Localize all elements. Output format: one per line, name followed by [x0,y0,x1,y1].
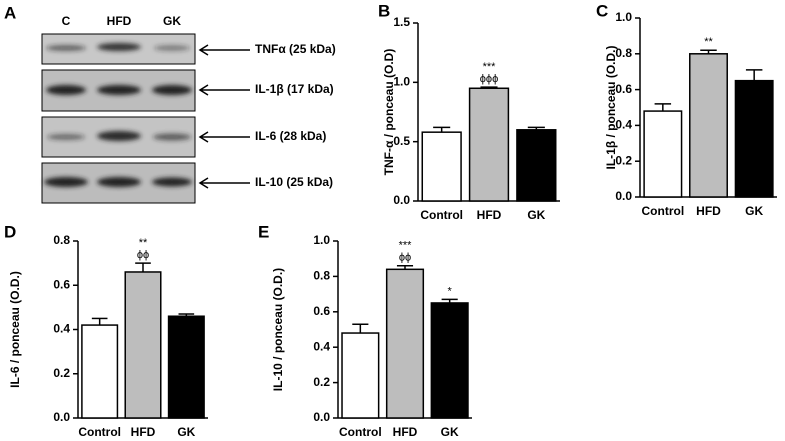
significance-label: *** [399,240,413,252]
panel-label: C [596,1,608,20]
y-tick-label: 0.4 [53,322,70,336]
band-label: IL-10 (25 kDa) [255,175,333,189]
band [154,45,190,51]
x-tick-label: Control [339,425,382,439]
bar [468,87,510,202]
panel-label: B [378,1,390,20]
significance-label: ** [704,36,713,48]
x-tick-label: Control [78,425,121,439]
x-tick-label: HFD [477,208,502,222]
y-tick-label: 0.5 [393,134,410,148]
y-tick-label: 0.0 [313,410,330,424]
x-tick-label: Control [420,208,463,222]
arrow [198,177,250,189]
y-tick-label: 1.0 [615,10,632,24]
y-axis-label: IL-10 / ponceau (O.D.) [271,268,285,391]
y-axis-label: IL-1β / ponceau (O.D.) [604,46,618,170]
bar [421,131,462,202]
y-tick-label: 0.4 [313,339,330,353]
significance-label: *** [483,61,497,73]
y-tick-label: 0.0 [615,189,632,203]
x-tick-label: HFD [131,425,156,439]
band [153,133,191,141]
significance-label: ϕϕ [399,252,411,264]
y-tick-label: 0.8 [53,233,70,247]
bar [81,324,119,419]
band [46,45,86,51]
arrow [198,84,250,96]
y-tick-label: 0.0 [393,193,410,207]
lane-label: GK [163,14,181,28]
x-tick-label: HFD [393,425,418,439]
y-tick-label: 0.4 [615,118,632,132]
band-label: IL-6 (28 kDa) [255,129,326,143]
y-tick-label: 0.0 [53,410,70,424]
bar [516,129,557,202]
x-tick-label: GK [745,204,763,218]
arrow [198,44,250,56]
y-tick-label: 0.2 [615,153,632,167]
band [46,85,86,95]
band [44,177,88,187]
bar [167,315,205,419]
bar [734,79,774,198]
band [97,177,141,187]
band-label: TNFα (25 kDa) [255,42,336,56]
y-tick-label: 0.8 [615,46,632,60]
significance-label: ϕϕ [137,249,149,261]
x-tick-label: Control [642,204,685,218]
y-tick-label: 1.5 [393,15,410,29]
blot-panel [41,33,250,204]
bar [124,271,162,419]
bar [430,302,469,419]
significance-label: * [448,285,453,297]
lane-label: C [62,14,71,28]
significance-label: ** [139,237,148,249]
bar [689,53,728,198]
x-tick-label: HFD [696,204,721,218]
x-tick-label: GK [441,425,459,439]
y-tick-label: 0.2 [313,375,330,389]
significance-label: ϕϕϕ [480,73,498,85]
bar [643,110,683,198]
band [152,177,192,187]
band [152,85,192,95]
band [47,134,85,140]
x-tick-label: GK [527,208,545,222]
band-label: IL-1β (17 kDa) [255,82,334,96]
lane-label: HFD [107,14,132,28]
y-tick-label: 0.6 [313,304,330,318]
y-tick-label: 1.0 [313,233,330,247]
y-tick-label: 0.6 [615,82,632,96]
y-tick-label: 1.0 [393,75,410,89]
bar [341,332,380,419]
panel-label: D [4,222,16,241]
panel-label: A [4,3,16,22]
y-tick-label: 0.2 [53,366,70,380]
band [97,85,141,95]
x-tick-label: GK [177,425,195,439]
arrow [198,131,250,143]
y-axis-label: TNF-α / ponceau (O.D) [382,49,396,176]
band [97,131,141,141]
y-tick-label: 0.8 [313,269,330,283]
bar [385,268,425,419]
y-tick-label: 0.6 [53,277,70,291]
panel-label: E [258,222,269,241]
band [97,43,141,51]
y-axis-label: IL-6 / ponceau (O.D.) [8,271,22,388]
